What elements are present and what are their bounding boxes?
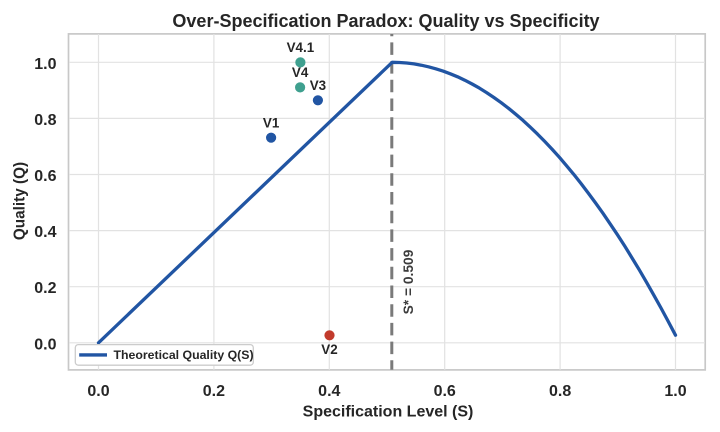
svg-text:V1: V1	[263, 116, 280, 131]
svg-text:0.2: 0.2	[34, 280, 56, 297]
svg-text:V3: V3	[310, 78, 326, 93]
svg-text:1.0: 1.0	[34, 56, 56, 73]
svg-text:V4: V4	[292, 65, 309, 80]
svg-text:Quality (Q): Quality (Q)	[11, 162, 28, 240]
svg-text:0.4: 0.4	[34, 224, 56, 241]
svg-text:0.6: 0.6	[34, 168, 56, 185]
svg-text:Over-Specification Paradox: Qu: Over-Specification Paradox: Quality vs S…	[172, 11, 599, 31]
svg-text:1.0: 1.0	[664, 383, 686, 400]
svg-text:Specification Level (S): Specification Level (S)	[303, 403, 474, 420]
svg-text:0.8: 0.8	[549, 383, 571, 400]
svg-text:Theoretical Quality Q(S): Theoretical Quality Q(S)	[114, 348, 254, 362]
svg-text:0.8: 0.8	[34, 112, 56, 129]
svg-text:0.0: 0.0	[87, 383, 109, 400]
svg-text:0.4: 0.4	[318, 383, 340, 400]
svg-text:V4.1: V4.1	[287, 40, 315, 55]
svg-text:0.0: 0.0	[34, 336, 56, 353]
svg-text:0.2: 0.2	[203, 383, 225, 400]
svg-text:S* = 0.509: S* = 0.509	[401, 249, 416, 314]
svg-text:0.6: 0.6	[434, 383, 456, 400]
svg-text:V2: V2	[321, 342, 337, 357]
